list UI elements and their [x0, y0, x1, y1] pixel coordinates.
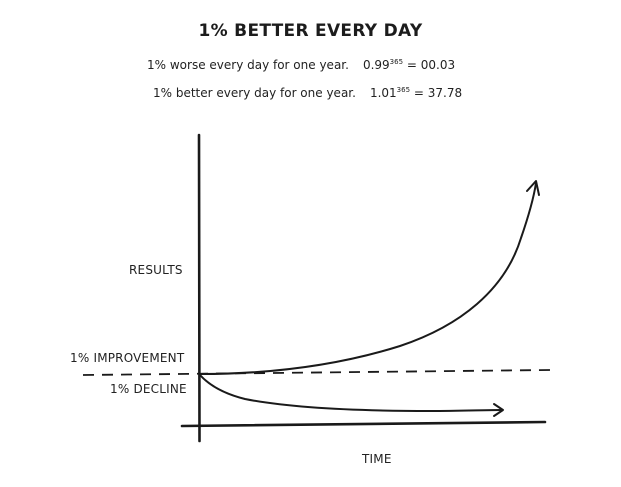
x-axis-label: TIME — [362, 452, 392, 466]
y-axis — [197, 133, 201, 443]
formula-better-text: 1% better every day for one year. — [153, 86, 356, 100]
formula-worse-text: 1% worse every day for one year. — [147, 58, 349, 72]
improvement-curve — [199, 182, 537, 375]
formula-better-base: 1.01 — [369, 86, 397, 100]
formula-worse-result: = 00.03 — [406, 58, 456, 72]
formula-worse-base: 0.99 — [362, 58, 390, 72]
formula-better: 1% better every day for one year. 1.01365… — [153, 86, 462, 100]
formula-better-equation: 1.01365 = 37.78 — [370, 86, 462, 100]
formula-better-exponent: 365 — [396, 86, 411, 94]
improvement-arrow-icon — [526, 180, 540, 196]
formula-worse-exponent: 365 — [389, 58, 404, 66]
formula-worse-equation: 0.99365 = 00.03 — [363, 58, 455, 72]
formula-better-result: = 37.78 — [413, 86, 463, 100]
formula-worse: 1% worse every day for one year. 0.99365 … — [147, 58, 455, 72]
chart-title: 1% BETTER EVERY DAY — [198, 21, 423, 41]
baseline-dashed-line — [82, 369, 551, 376]
decline-arrow-icon — [493, 403, 504, 417]
decline-curve — [199, 374, 503, 413]
y-axis-label: RESULTS — [129, 263, 183, 277]
decline-label: 1% DECLINE — [110, 382, 187, 396]
x-axis — [180, 420, 547, 428]
improvement-label: 1% IMPROVEMENT — [70, 351, 185, 365]
